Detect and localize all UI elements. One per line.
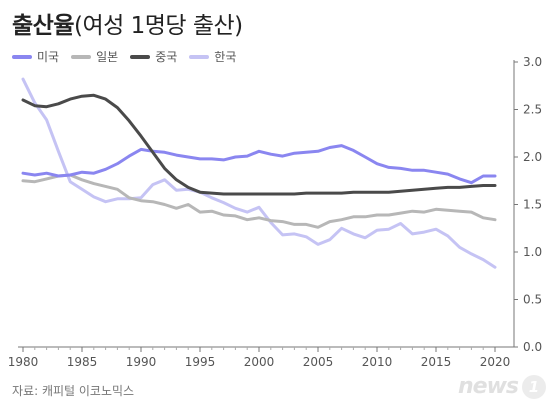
legend-label-korea: 한국 bbox=[214, 50, 237, 64]
legend-label-china: 중국 bbox=[155, 50, 178, 64]
x-tick-label: 1980 bbox=[8, 355, 39, 369]
chart-title: 출산율(여성 1명당 출산) bbox=[12, 6, 243, 40]
series-line-us bbox=[21, 144, 497, 185]
logo-text: news bbox=[457, 374, 519, 399]
legend-item-us: 미국 bbox=[12, 48, 59, 65]
x-tick-label: 1995 bbox=[185, 355, 216, 369]
legend-swatch-korea bbox=[189, 54, 210, 59]
legend-swatch-japan bbox=[71, 54, 92, 59]
x-tick-label: 2000 bbox=[244, 355, 275, 369]
legend-item-china: 중국 bbox=[130, 48, 177, 65]
y-tick-label: 0.0 bbox=[523, 340, 542, 354]
x-tick-label: 2020 bbox=[480, 355, 511, 369]
legend-swatch-us bbox=[12, 54, 32, 59]
legend: 미국 일본 중국 한국 bbox=[12, 48, 236, 65]
x-tick-label: 1985 bbox=[67, 355, 98, 369]
legend-label-japan: 일본 bbox=[96, 50, 119, 64]
logo-mark: 1 bbox=[522, 374, 546, 399]
x-tick-label: 1990 bbox=[126, 355, 157, 369]
y-tick-label: 2.0 bbox=[523, 150, 542, 164]
series-line-japan bbox=[21, 173, 497, 229]
series-line-korea bbox=[21, 77, 497, 269]
y-tick-label: 0.5 bbox=[523, 293, 542, 307]
legend-swatch-china bbox=[130, 54, 151, 59]
legend-label-us: 미국 bbox=[37, 50, 60, 64]
x-tick-label: 2005 bbox=[303, 355, 334, 369]
news1-logo: news 1 bbox=[458, 374, 546, 399]
series-line-china bbox=[21, 93, 497, 196]
chart-title-main: 출산율 bbox=[12, 13, 74, 39]
source-note: 자료: 캐피털 이코노믹스 bbox=[12, 384, 135, 398]
chart-title-sub: (여성 1명당 출산) bbox=[73, 13, 243, 39]
x-tick-label: 2015 bbox=[421, 355, 452, 369]
legend-item-japan: 일본 bbox=[71, 48, 118, 65]
x-tick-label: 2010 bbox=[362, 355, 393, 369]
y-tick-label: 1.5 bbox=[523, 198, 542, 212]
y-tick-label: 2.5 bbox=[523, 103, 542, 117]
y-tick-label: 1.0 bbox=[523, 245, 542, 259]
y-tick-label: 3.0 bbox=[523, 55, 542, 69]
legend-item-korea: 한국 bbox=[189, 48, 236, 65]
